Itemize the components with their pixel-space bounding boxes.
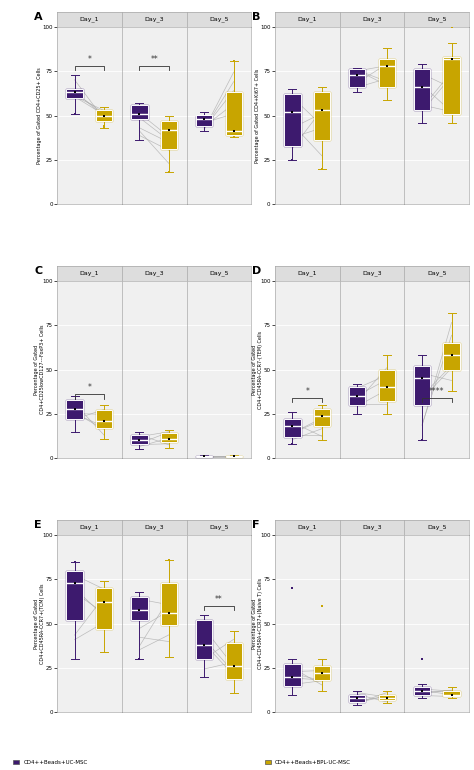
Text: **: **	[150, 55, 158, 64]
Text: ****: ****	[429, 387, 445, 396]
Legend: CD4++Beads+BPL-UC-MSC: CD4++Beads+BPL-UC-MSC	[264, 758, 352, 765]
Y-axis label: Percentage of Gated CD4+Ki67+ Cells: Percentage of Gated CD4+Ki67+ Cells	[255, 69, 260, 162]
Text: Day_1: Day_1	[80, 16, 99, 22]
Text: Day_5: Day_5	[427, 270, 447, 276]
Bar	[284, 419, 301, 437]
Bar	[379, 59, 395, 87]
Y-axis label: Percentage of Gated
CD4+CD45RA-CCR7-(TEM) Cells: Percentage of Gated CD4+CD45RA-CCR7-(TEM…	[252, 330, 263, 409]
Bar	[414, 69, 430, 110]
Text: B: B	[252, 12, 260, 22]
Text: Day_1: Day_1	[297, 524, 317, 531]
Bar	[161, 434, 177, 442]
Text: Day_5: Day_5	[209, 524, 229, 531]
Bar	[66, 400, 82, 419]
Text: *: *	[87, 55, 91, 64]
Y-axis label: Percentage of Gated
CD4+CD25lowCD127---FoxP3+ Cells: Percentage of Gated CD4+CD25lowCD127---F…	[34, 325, 45, 414]
Bar	[196, 116, 212, 126]
Bar	[96, 588, 112, 629]
Text: **: **	[215, 594, 223, 604]
Bar	[379, 695, 395, 700]
Text: F: F	[252, 520, 260, 530]
Bar	[379, 370, 395, 401]
Bar	[444, 343, 460, 370]
Bar	[131, 105, 147, 119]
Bar	[349, 69, 365, 87]
Bar	[66, 571, 82, 620]
Bar	[161, 583, 177, 625]
Text: Day_1: Day_1	[80, 524, 99, 531]
Text: Day_3: Day_3	[362, 16, 382, 22]
Text: *: *	[305, 387, 309, 396]
Bar	[96, 410, 112, 428]
Text: Day_1: Day_1	[297, 270, 317, 276]
Bar	[414, 366, 430, 405]
Bar	[161, 121, 177, 149]
Bar	[314, 92, 330, 140]
Text: Day_3: Day_3	[362, 524, 382, 531]
Bar	[284, 665, 301, 686]
Text: *: *	[87, 383, 91, 392]
Y-axis label: Percentage of Gated
CD4+CD45RA-CCR7+(TCM) Cells: Percentage of Gated CD4+CD45RA-CCR7+(TCM…	[34, 584, 45, 664]
Text: E: E	[34, 520, 42, 530]
Text: Day_1: Day_1	[297, 16, 317, 22]
Text: Day_5: Day_5	[427, 524, 447, 531]
Text: Day_3: Day_3	[144, 270, 164, 276]
Text: Day_5: Day_5	[209, 16, 229, 22]
Bar	[444, 691, 460, 696]
Bar	[349, 695, 365, 701]
Bar	[226, 643, 242, 678]
Bar	[414, 688, 430, 695]
Bar	[131, 435, 147, 444]
Text: D: D	[252, 266, 261, 276]
Y-axis label: Percentage of Gated
CD4+CD45RA+CCR7+(Naive T) Cells: Percentage of Gated CD4+CD45RA+CCR7+(Nai…	[252, 578, 263, 669]
Bar	[196, 456, 212, 457]
Bar	[284, 94, 301, 146]
Bar	[349, 387, 365, 405]
Text: Day_1: Day_1	[80, 270, 99, 276]
Text: C: C	[34, 266, 42, 276]
Text: Day_5: Day_5	[427, 16, 447, 22]
Legend: CD4++Beads+UC-MSC: CD4++Beads+UC-MSC	[12, 758, 89, 765]
Bar	[444, 57, 460, 114]
Text: Day_3: Day_3	[144, 524, 164, 531]
Bar	[226, 92, 242, 135]
Text: Day_5: Day_5	[209, 270, 229, 276]
Text: Day_3: Day_3	[362, 270, 382, 276]
Bar	[131, 598, 147, 620]
Text: Day_3: Day_3	[144, 16, 164, 22]
Bar	[96, 110, 112, 121]
Bar	[196, 620, 212, 659]
Y-axis label: Percentage of Gated CD4+CD25+ Cells: Percentage of Gated CD4+CD25+ Cells	[37, 67, 42, 164]
Bar	[314, 666, 330, 681]
Bar	[226, 456, 242, 457]
Text: A: A	[34, 12, 43, 22]
Bar	[66, 89, 82, 98]
Bar	[314, 409, 330, 427]
